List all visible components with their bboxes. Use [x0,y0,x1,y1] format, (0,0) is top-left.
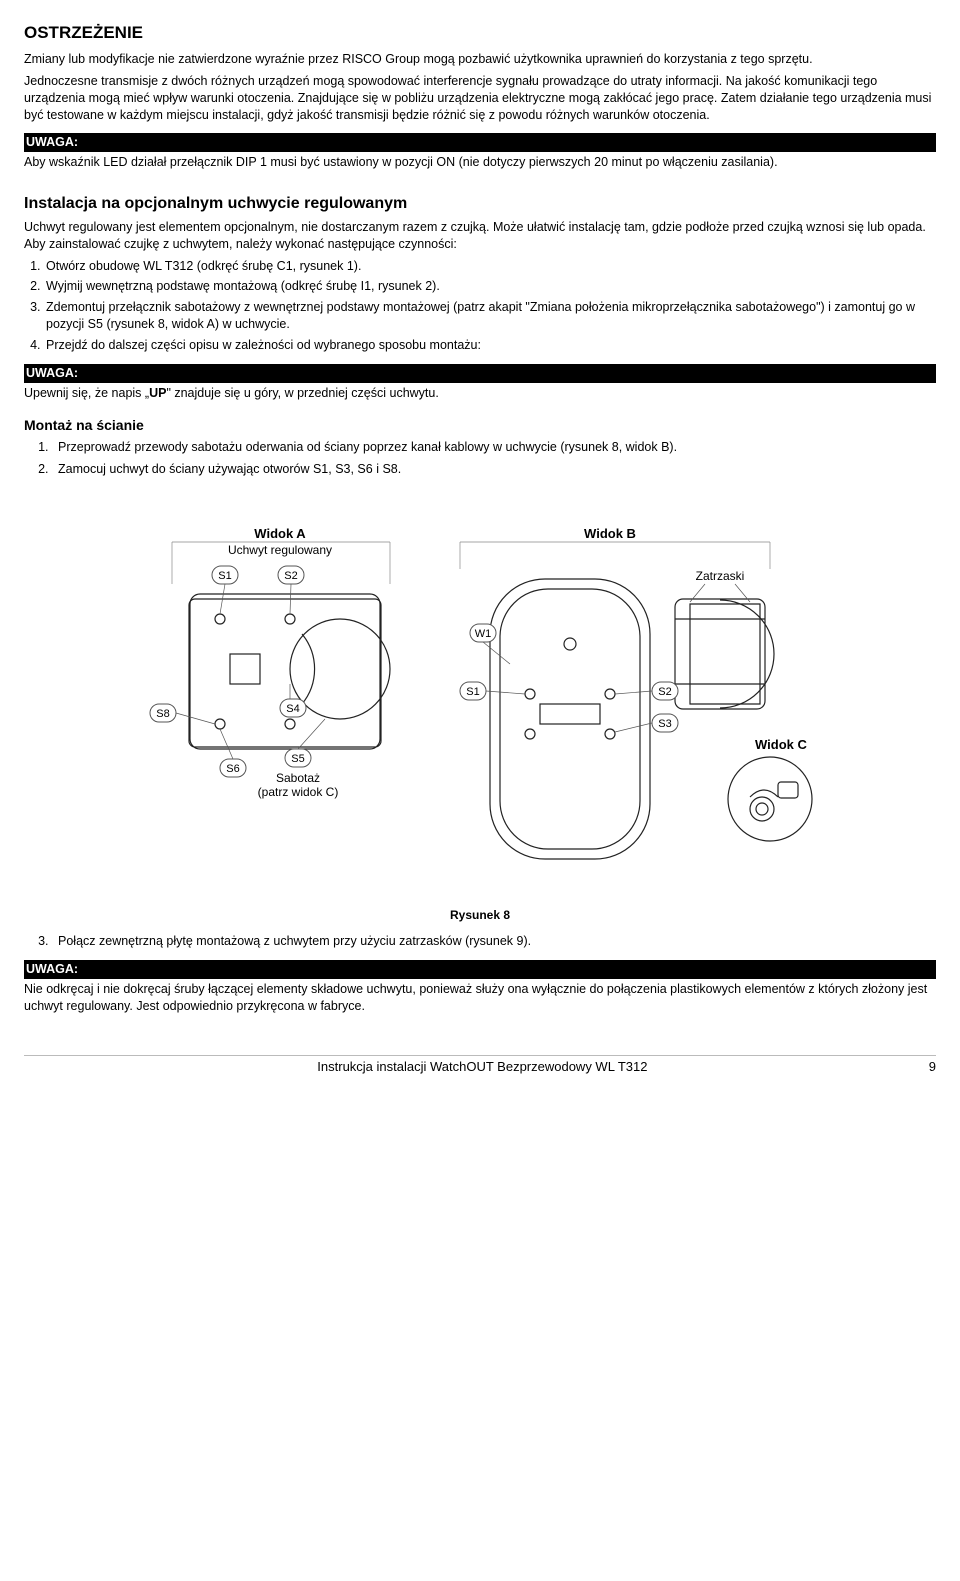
figure-8: Widok A Uchwyt regulowany Widok B S1 S2 … [24,518,936,889]
viewA-title: Widok A [254,526,306,541]
viewA-sub: Uchwyt regulowany [228,543,332,557]
lbl-s6: S6 [226,763,239,775]
viewC-title: Widok C [755,737,807,752]
warning-heading: OSTRZEŻENIE [24,22,936,45]
followup-step-3: Połącz zewnętrzną płytę montażową z uchw… [52,933,936,950]
viewB-title: Widok B [584,526,636,541]
note1-label: UWAGA: [24,133,936,152]
warning-p2: Jednoczesne transmisje z dwóch różnych u… [24,73,936,124]
lbl-s3: S3 [658,718,671,730]
note3-label: UWAGA: [24,960,936,979]
zatrzaski: Zatrzaski [696,569,745,583]
footer-page-number: 9 [929,1058,936,1076]
lbl-s8: S8 [156,708,169,720]
sabotaz-sub: (patrz widok C) [258,785,339,799]
lbl-s1b: S1 [466,686,479,698]
lbl-s1a: S1 [218,570,231,582]
install-step-4: Przejdź do dalszej części opisu w zależn… [44,337,936,354]
note2-label: UWAGA: [24,364,936,383]
install-heading: Instalacja na opcjonalnym uchwycie regul… [24,193,936,215]
note3-text: Nie odkręcaj i nie dokręcaj śruby łącząc… [24,981,936,1015]
wall-step-2: Zamocuj uchwyt do ściany używając otworó… [52,461,936,478]
followup-steps: Połącz zewnętrzną płytę montażową z uchw… [24,933,936,950]
wall-heading: Montaż na ścianie [24,416,936,435]
sabotaz: Sabotaż [276,771,320,785]
lbl-s2a: S2 [284,570,297,582]
lbl-w1: W1 [475,628,492,640]
install-step-2: Wyjmij wewnętrzną podstawę montażową (od… [44,278,936,295]
install-intro: Uchwyt regulowany jest elementem opcjona… [24,219,936,253]
page-footer: Instrukcja instalacji WatchOUT Bezprzewo… [24,1055,936,1076]
install-step-3: Zdemontuj przełącznik sabotażowy z wewnę… [44,299,936,333]
warning-p1: Zmiany lub modyfikacje nie zatwierdzone … [24,51,936,68]
install-steps: Otwórz obudowę WL T312 (odkręć śrubę C1,… [24,258,936,354]
figure-caption: Rysunek 8 [24,907,936,923]
note1-text: Aby wskaźnik LED działał przełącznik DIP… [24,154,936,171]
lbl-s5: S5 [291,753,304,765]
lbl-s4: S4 [286,703,299,715]
install-step-1: Otwórz obudowę WL T312 (odkręć śrubę C1,… [44,258,936,275]
wall-steps: Przeprowadź przewody sabotażu oderwania … [24,439,936,479]
wall-step-1: Przeprowadź przewody sabotażu oderwania … [52,439,936,456]
note2-text: Upewnij się, że napis „UP" znajduje się … [24,385,936,402]
lbl-s2b: S2 [658,686,671,698]
footer-text: Instrukcja instalacji WatchOUT Bezprzewo… [54,1058,911,1076]
